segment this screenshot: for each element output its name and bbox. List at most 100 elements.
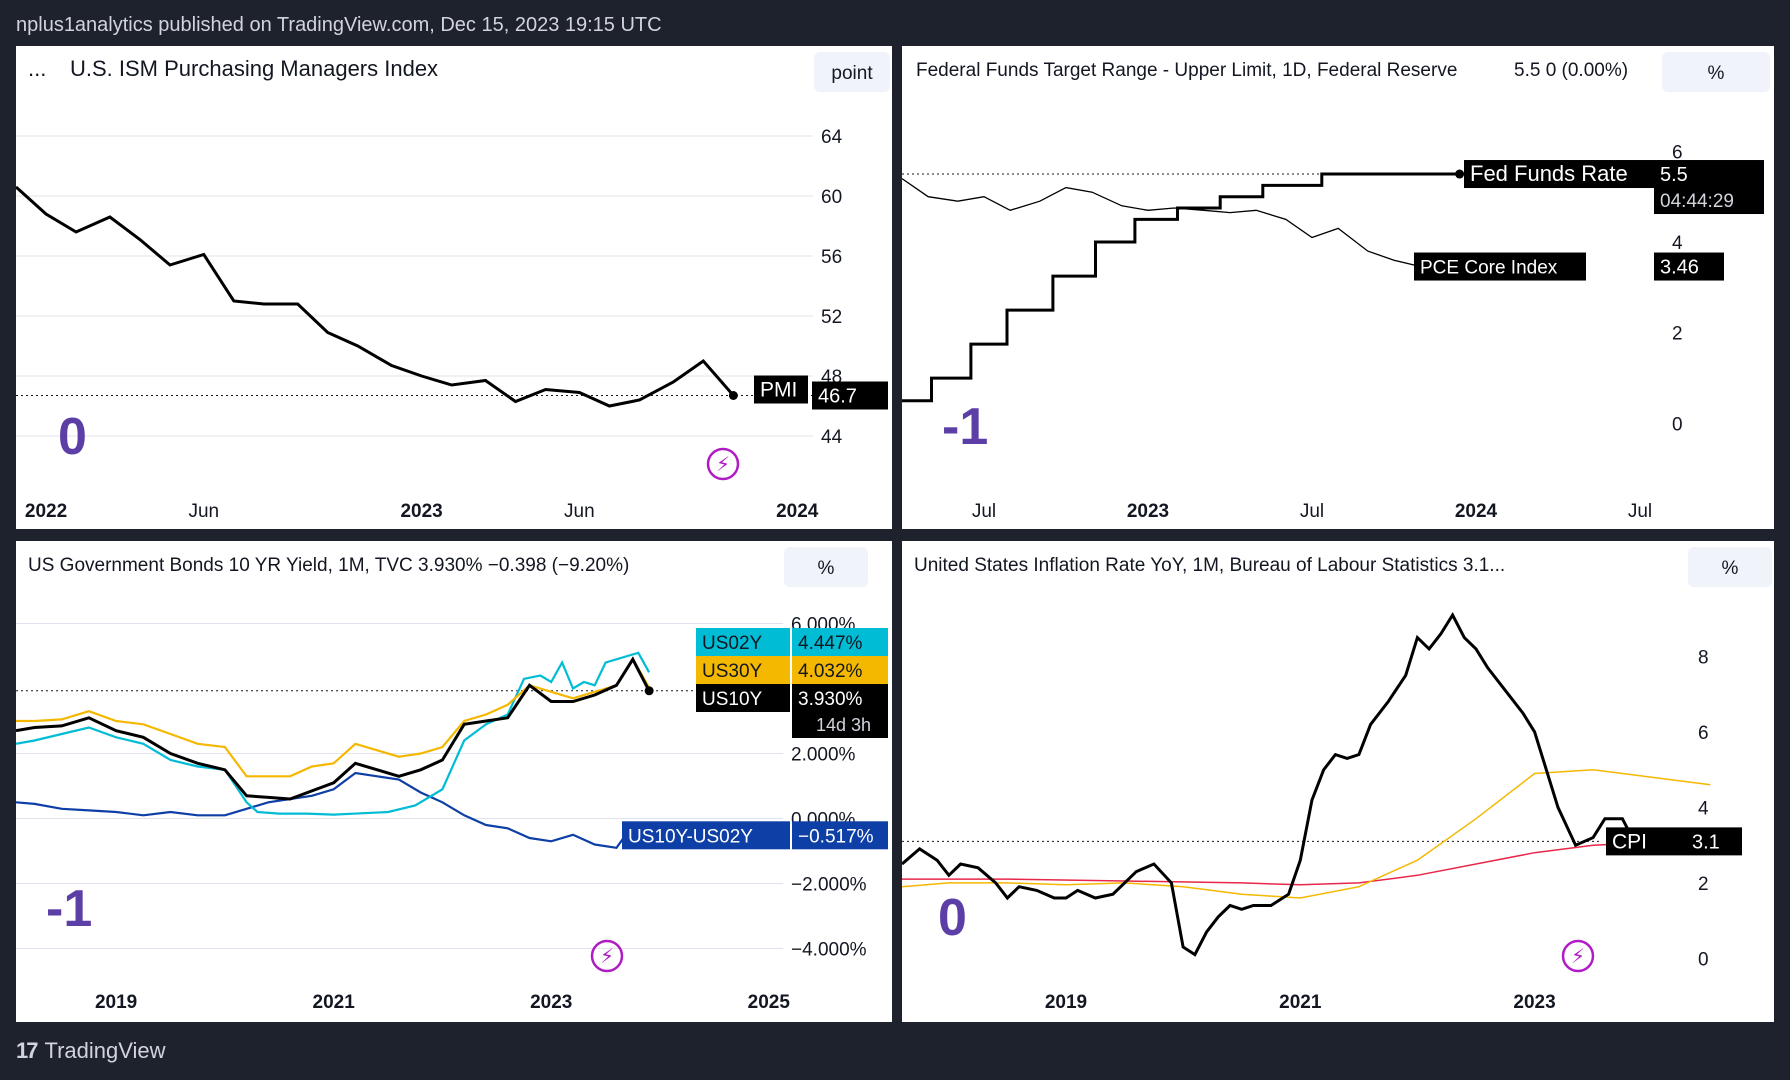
series-line-us10y-us02y [16, 771, 650, 849]
x-tick-label: 2019 [95, 992, 137, 1013]
badge-us10y: 3.930% [798, 689, 863, 710]
series-line-us10y [16, 656, 651, 801]
y-tick-label: 8 [1698, 647, 1709, 668]
lightning-icon [1561, 939, 1595, 973]
badge-us02y-bg [792, 628, 888, 656]
x-tick-label: Jul [972, 501, 996, 522]
series-label-pmi: PMI [760, 379, 797, 402]
x-tick-label: 2025 [748, 992, 791, 1013]
series-label-us30y: US30Y [702, 661, 763, 682]
lightning-icon-glyph: ⚡ [600, 946, 614, 968]
x-tick-label: 2023 [400, 501, 442, 522]
y-tick-label: 0 [1672, 414, 1683, 435]
x-tick-label: 2024 [776, 501, 819, 522]
badge-us10y-us02y: −0.517% [798, 826, 874, 847]
last-value-badge: 46.7 [818, 386, 857, 408]
lightning-icon-glyph: ⚡ [716, 454, 730, 476]
series-label-us02y-bg [696, 628, 790, 656]
unit-button-label[interactable]: % [1708, 63, 1725, 84]
x-tick-label: 2023 [1513, 992, 1555, 1013]
last-value-badge: 5.5 [1660, 164, 1688, 186]
panel-cpi: 0 2 4 6 8 2019 2021 2023 United States Inflation… [902, 541, 1774, 1022]
y-tick-label: 2 [1698, 874, 1709, 895]
badge-us30y-bg [792, 656, 888, 684]
series-line-cpi-long [902, 842, 1635, 886]
unit-button-label[interactable]: point [831, 63, 873, 84]
unit-button [1662, 52, 1770, 92]
series-label-pce: PCE Core Index [1420, 258, 1558, 279]
y-tick-label: 6 [1698, 723, 1709, 744]
y-tick-label: 64 [821, 127, 843, 148]
badge-us30y: 4.032% [798, 661, 863, 682]
unit-button [784, 547, 868, 587]
chart-title: U.S. ISM Purchasing Managers Index [70, 56, 438, 81]
x-tick-label: 2022 [25, 501, 67, 522]
chart-title: Federal Funds Target Range - Upper Limit… [916, 60, 1457, 81]
pce-value-badge-bg [1654, 252, 1724, 281]
score-label: -1 [46, 880, 92, 938]
x-tick-label: 2023 [530, 992, 572, 1013]
y-tick-label: 52 [821, 307, 842, 328]
last-value-badge-bg [812, 381, 888, 410]
series-label-us10y-bg [696, 684, 790, 712]
x-tick-label: Jun [564, 501, 595, 522]
series-label-fedfunds-bg [1464, 160, 1654, 189]
unit-button-label[interactable]: % [818, 558, 835, 579]
series-end-point [644, 686, 654, 696]
y-tick-label: 56 [821, 247, 842, 268]
y-tick-label: 0 [1698, 949, 1709, 970]
badge-us10y-bg [792, 684, 888, 738]
lightning-icon [590, 939, 624, 973]
panel-fedfunds: 0 2 4 6 Jul 2023 Jul 2024 Jul Federal Funds Targe… [902, 46, 1774, 529]
x-tick-label: 2021 [313, 992, 356, 1013]
footer: 17 TradingView [16, 1036, 166, 1066]
publisher-line: nplus1analytics published on TradingView… [16, 14, 662, 36]
tradingview-logo-icon[interactable]: 17 [16, 1038, 39, 1063]
fedfunds-chart: 0 2 4 6 Jul 2023 Jul 2024 Jul Federal Funds Targe… [902, 52, 1770, 522]
unit-button [814, 52, 890, 92]
last-value-badge-bg [1654, 160, 1764, 215]
series-line-pce [902, 178, 1421, 268]
chart-title: United States Inflation Rate YoY, 1M, Bu… [914, 555, 1505, 576]
series-line-us30y [16, 657, 651, 778]
x-tick-label: 2019 [1045, 992, 1087, 1013]
score-label: 0 [938, 889, 967, 947]
last-value-badge-bg [1686, 827, 1742, 856]
pce-value-badge: 3.46 [1660, 257, 1699, 279]
x-tick-label: 2023 [1127, 501, 1169, 522]
y-tick-label: 44 [821, 427, 843, 448]
countdown-badge: 14d 3h [816, 715, 871, 735]
last-value-badge: 3.1 [1692, 831, 1720, 853]
x-tick-label: Jul [1300, 501, 1324, 522]
chart-title-prefix: ... [28, 56, 46, 81]
x-tick-label: 2024 [1455, 501, 1498, 522]
x-tick-label: Jul [1628, 501, 1652, 522]
y-tick-label: 2 [1672, 324, 1683, 345]
panel-bonds: −4.000% −2.000% 0.000% 2.000% 6.000% 2019 2021… [16, 541, 892, 1022]
y-tick-label: 2.000% [791, 745, 856, 766]
countdown-badge: 04:44:29 [1660, 191, 1734, 212]
series-line-fedfunds [902, 172, 1460, 403]
series-line-cpi-avg [902, 768, 1711, 899]
score-label: -1 [942, 398, 988, 456]
cpi-chart: 0 2 4 6 8 2019 2021 2023 United States Inflation… [902, 547, 1772, 1013]
panel-pmi: 44 48 52 56 60 64 2022 Jun 2023 Jun 2024 U.S. ISM P… [16, 46, 892, 529]
y-tick-label: −4.000% [791, 940, 867, 961]
series-line-cpi [902, 611, 1636, 957]
unit-button-label[interactable]: % [1722, 558, 1739, 579]
series-label-us30y-bg [696, 656, 790, 684]
y-tick-label: −2.000% [791, 875, 867, 896]
chart-title: US Government Bonds 10 YR Yield, 1M, TVC… [28, 555, 629, 576]
series-label-us02y: US02Y [702, 633, 763, 654]
badge-us10y-us02y-bg [792, 821, 888, 850]
y-tick-label: 4 [1698, 798, 1709, 819]
x-tick-label: Jun [188, 501, 219, 522]
series-end-point [728, 391, 738, 400]
lightning-icon [706, 447, 740, 481]
series-end-point [1455, 169, 1465, 179]
bonds-chart: −4.000%−2.000%0.000%2.000%6.000%2019 2021… [16, 547, 888, 1013]
series-label-cpi: CPI [1612, 830, 1647, 853]
footer-brand[interactable]: TradingView [44, 1038, 166, 1063]
y-tick-label: 60 [821, 187, 842, 208]
